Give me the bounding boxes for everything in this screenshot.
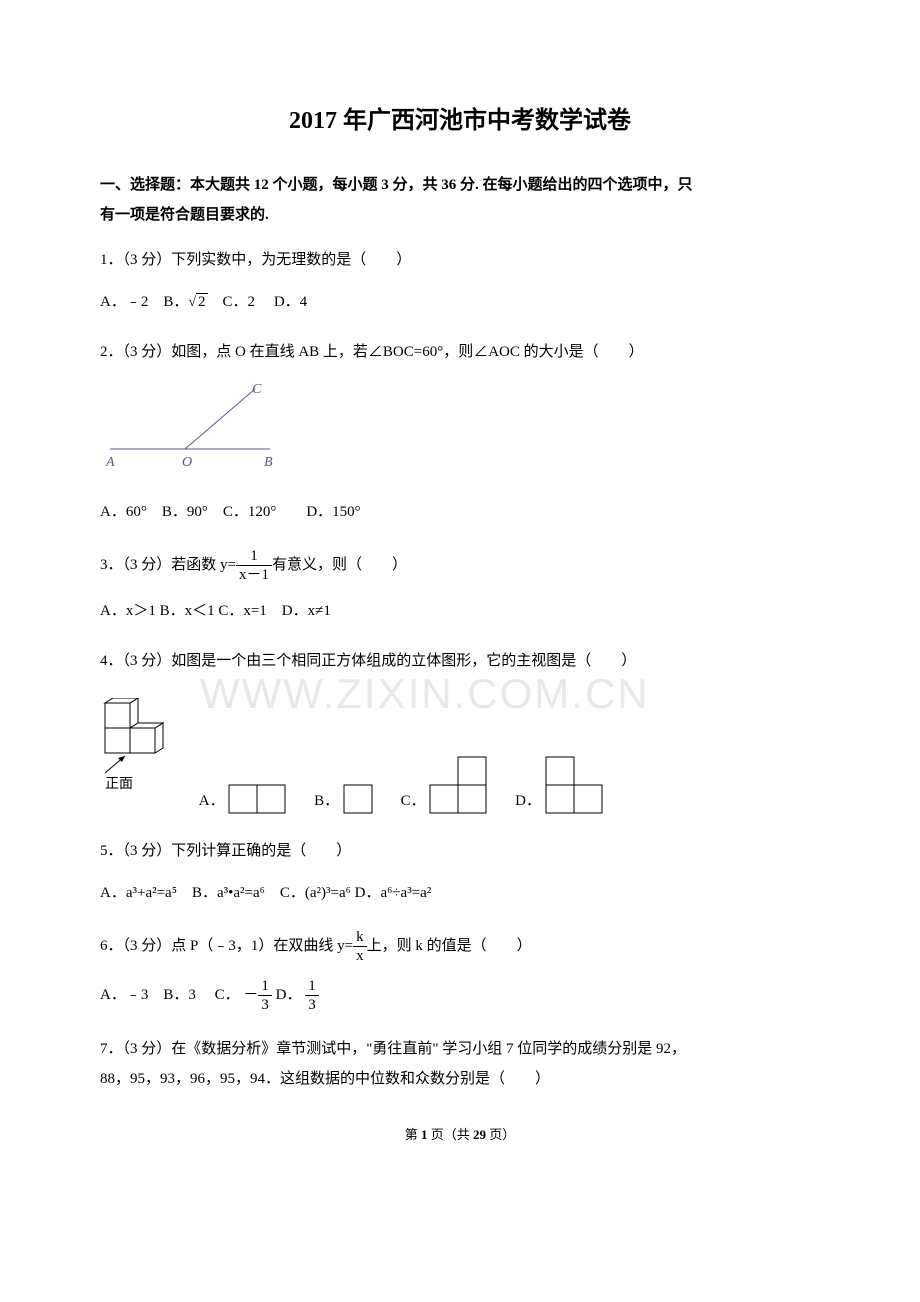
- q6-optD-prefix: D．: [276, 987, 302, 1003]
- q1-optC: C．2: [223, 294, 256, 310]
- q4-text: 4．（3 分）如图是一个由三个相同正方体组成的立体图形，它的主视图是（ ）: [100, 646, 820, 676]
- q1-optA: A．﹣2: [100, 294, 148, 310]
- q5-text: 5．（3 分）下列计算正确的是（ ）: [100, 836, 820, 866]
- question-5: 5．（3 分）下列计算正确的是（ ） A．a³+a²=a⁵ B．a³•a²=a⁶…: [100, 836, 820, 908]
- q1-optB-sqrt: 2: [196, 293, 208, 310]
- q3-frac: 1x－1: [236, 547, 272, 584]
- q6-optB: B．3: [163, 987, 196, 1003]
- q6-optC-prefix: C．: [215, 987, 240, 1003]
- q4-main-diagram: 正面: [100, 698, 180, 804]
- q5-options: A．a³+a²=a⁵ B．a³•a²=a⁶ C．(a²)³=a⁶ D．a⁶÷a³…: [100, 878, 820, 908]
- question-7: 7．（3 分）在《数据分析》章节测试中，"勇往直前" 学习小组 7 位同学的成绩…: [100, 1034, 820, 1094]
- q3-text: 3．（3 分）若函数 y=1x－1有意义，则（ ）: [100, 547, 820, 584]
- q4-optA: A．: [199, 784, 291, 816]
- q6-frac: kx: [353, 928, 367, 965]
- q6-den: x: [353, 947, 367, 965]
- q3-suffix: 有意义，则（ ）: [272, 557, 407, 573]
- q4-optD: D．: [515, 756, 607, 816]
- section-line1: 一、选择题：本大题共 12 个小题，每小题 3 分，共 36 分. 在每小题给出…: [100, 170, 820, 200]
- q4-optC-label: C．: [401, 793, 426, 809]
- q3-options: A．x＞1 B．x＜1 C．x=1 D．x≠1: [100, 596, 820, 626]
- q7-line2: 88，95，93，96，95，94．这组数据的中位数和众数分别是（ ）: [100, 1064, 820, 1094]
- q7-line1: 7．（3 分）在《数据分析》章节测试中，"勇往直前" 学习小组 7 位同学的成绩…: [100, 1034, 820, 1064]
- q2-text: 2．（3 分）如图，点 O 在直线 AB 上，若∠BOC=60°，则∠AOC 的…: [100, 337, 820, 367]
- q6-suffix: 上，则 k 的值是（ ）: [367, 938, 532, 954]
- q6-optC-den: 3: [258, 996, 272, 1014]
- label-A: A: [105, 455, 115, 470]
- question-1: 1．（3 分）下列实数中，为无理数的是（ ） A．﹣2 B．√2 C．2 D．4: [100, 245, 820, 317]
- label-B: B: [264, 455, 273, 470]
- page-footer: 第 1 页（共 29 页）: [100, 1124, 820, 1143]
- label-O: O: [182, 455, 192, 470]
- q4-optB-label: B．: [314, 793, 339, 809]
- q1-text: 1．（3 分）下列实数中，为无理数的是（ ）: [100, 245, 820, 275]
- question-4: 4．（3 分）如图是一个由三个相同正方体组成的立体图形，它的主视图是（ ） 正面…: [100, 646, 820, 816]
- q6-optD-frac: 13: [305, 977, 319, 1014]
- footer-mid: 页（共: [427, 1127, 473, 1142]
- q6-text: 6．（3 分）点 P（﹣3，1）在双曲线 y=kx上，则 k 的值是（ ）: [100, 928, 820, 965]
- q3-den: x－1: [236, 566, 272, 584]
- q4-optD-label: D．: [515, 793, 541, 809]
- question-3: 3．（3 分）若函数 y=1x－1有意义，则（ ） A．x＞1 B．x＜1 C．…: [100, 547, 820, 626]
- q6-options: A．﹣3 B．3 C． －13 D． 13: [100, 977, 820, 1014]
- question-2: 2．（3 分）如图，点 O 在直线 AB 上，若∠BOC=60°，则∠AOC 的…: [100, 337, 820, 527]
- question-6: 6．（3 分）点 P（﹣3，1）在双曲线 y=kx上，则 k 的值是（ ） A．…: [100, 928, 820, 1014]
- q4-optC: C．: [401, 756, 492, 816]
- q1-optD: D．4: [274, 294, 307, 310]
- q6-optD-den: 3: [305, 996, 319, 1014]
- q6-prefix: 6．（3 分）点 P（﹣3，1）在双曲线 y=: [100, 938, 353, 954]
- q2-options: A．60° B．90° C．120° D．150°: [100, 497, 820, 527]
- footer-total: 29: [473, 1127, 486, 1142]
- q4-optA-label: A．: [199, 793, 225, 809]
- q6-optD-num: 1: [305, 977, 319, 996]
- section-line2: 有一项是符合题目要求的.: [100, 200, 820, 230]
- q6-optC-neg: －: [243, 987, 258, 1003]
- label-C: C: [252, 382, 262, 397]
- q1-options: A．﹣2 B．√2 C．2 D．4: [100, 287, 820, 317]
- q4-front-label: 正面: [105, 777, 133, 792]
- q2-diagram: A O B C: [100, 379, 820, 485]
- q1-optB-prefix: B．: [163, 294, 188, 310]
- q3-num: 1: [236, 547, 272, 566]
- q4-optB: B．: [314, 784, 377, 816]
- q6-optA: A．﹣3: [100, 987, 148, 1003]
- section-header: 一、选择题：本大题共 12 个小题，每小题 3 分，共 36 分. 在每小题给出…: [100, 170, 820, 230]
- q3-prefix: 3．（3 分）若函数 y=: [100, 557, 236, 573]
- footer-prefix: 第: [405, 1127, 421, 1142]
- q6-num: k: [353, 928, 367, 947]
- q6-optC-frac: 13: [258, 977, 272, 1014]
- footer-suffix: 页）: [486, 1127, 515, 1142]
- page-title: 2017 年广西河池市中考数学试卷: [100, 100, 820, 135]
- q6-optC-num: 1: [258, 977, 272, 996]
